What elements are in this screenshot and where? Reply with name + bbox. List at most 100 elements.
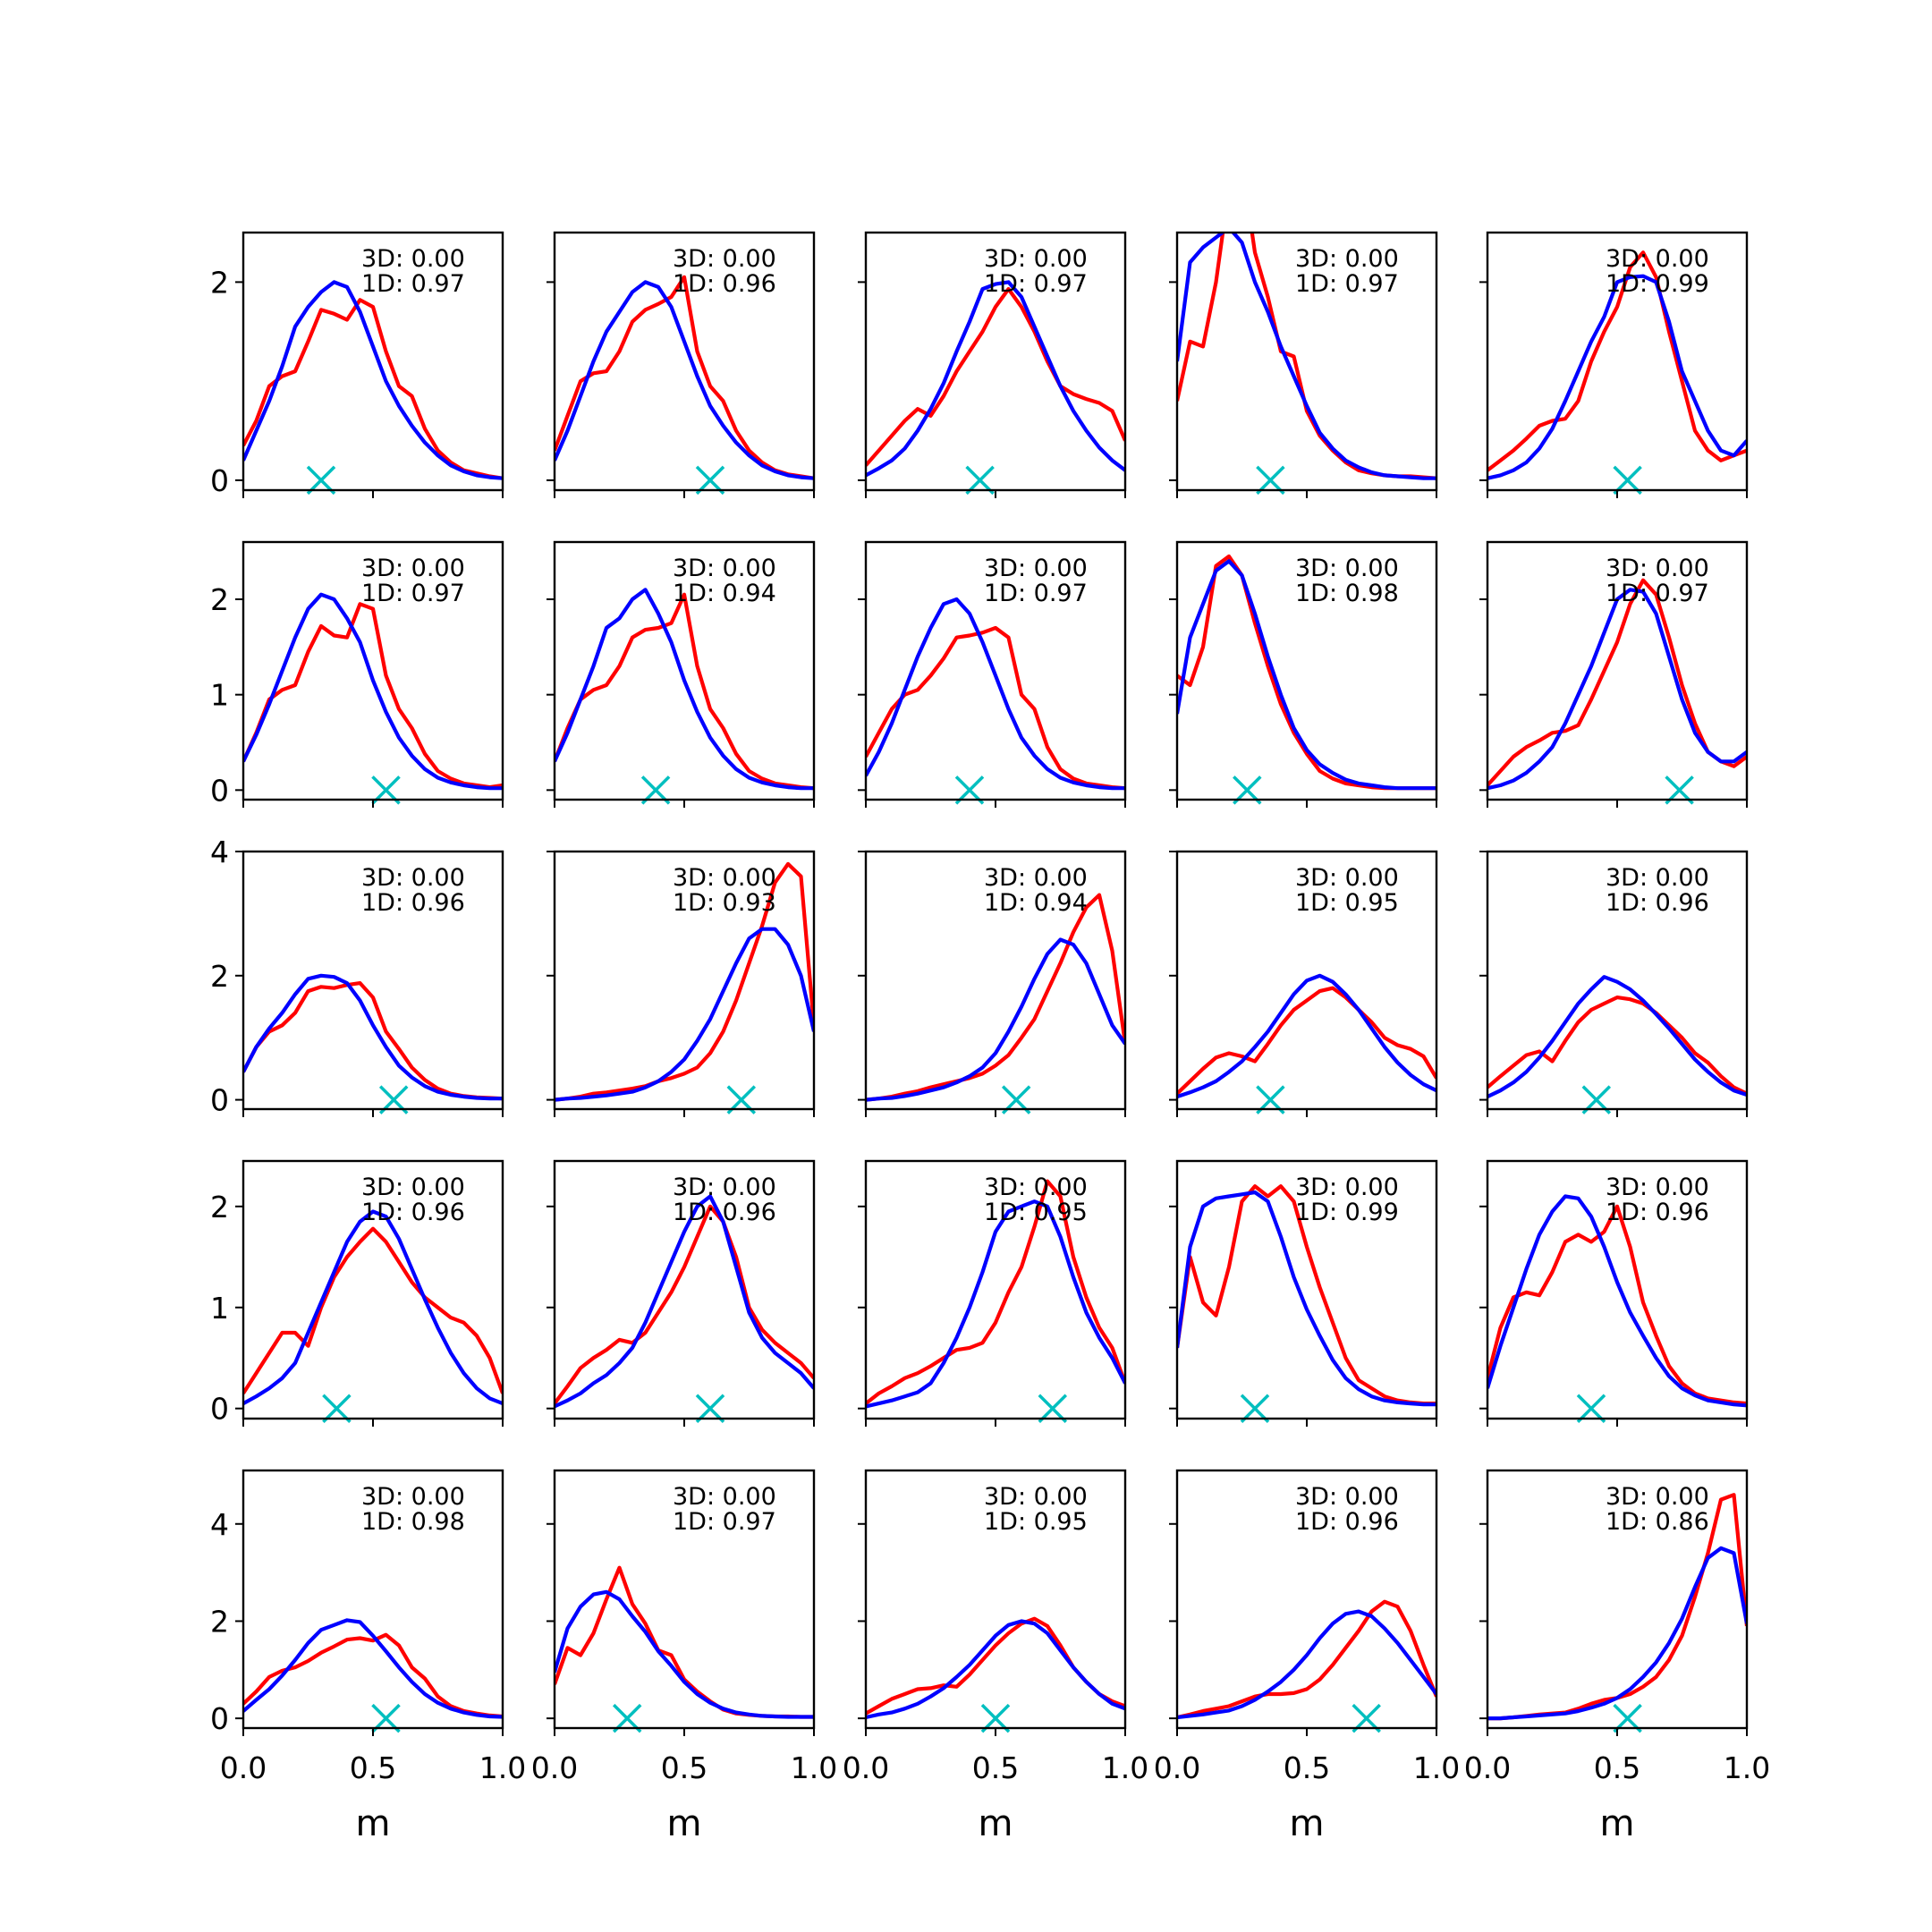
y-tick-label: 0	[210, 773, 229, 808]
y-tick-label: 4	[210, 1507, 229, 1542]
annotation-1d: 1D: 0.96	[1295, 1508, 1399, 1536]
annotation-1d: 1D: 0.95	[984, 1508, 1088, 1536]
x-axis-label: m	[1600, 1803, 1635, 1844]
blue-curve	[1177, 559, 1436, 791]
annotation-1d: 1D: 0.98	[1295, 580, 1399, 607]
annotation-3d: 3D: 0.00	[984, 555, 1088, 582]
annotation-1d: 1D: 0.96	[361, 1199, 465, 1226]
red-curve	[243, 298, 503, 480]
blue-curve	[866, 280, 1125, 478]
annotation-3d: 3D: 0.00	[361, 245, 465, 273]
red-curve	[866, 625, 1125, 791]
annotation-1d: 1D: 0.96	[1606, 1199, 1709, 1226]
y-tick-label: 2	[210, 959, 229, 994]
red-curve	[866, 1179, 1125, 1405]
y-tick-label: 2	[210, 582, 229, 617]
annotation-1d: 1D: 0.96	[361, 889, 465, 917]
annotation-1d: 1D: 0.99	[1295, 1199, 1399, 1226]
blue-curve	[1487, 1194, 1747, 1408]
blue-curve	[1177, 1609, 1436, 1720]
y-tick-label: 0	[210, 463, 229, 498]
x-tick-label: 0.5	[972, 1750, 1019, 1785]
x-tick-label: 0.0	[220, 1750, 267, 1785]
blue-curve	[1177, 973, 1436, 1099]
annotation-1d: 1D: 0.97	[1606, 580, 1709, 607]
x-tick-label: 1.0	[791, 1750, 837, 1785]
annotation-3d: 3D: 0.00	[1295, 555, 1399, 582]
x-tick-label: 0.0	[1464, 1750, 1511, 1785]
blue-curve	[243, 973, 503, 1101]
annotation-3d: 3D: 0.00	[1295, 864, 1399, 892]
red-curve	[1177, 986, 1436, 1096]
x-marker	[1576, 1394, 1606, 1423]
x-tick-label: 1.0	[479, 1750, 526, 1785]
blue-curve	[866, 1619, 1125, 1720]
red-curve	[1487, 578, 1747, 787]
x-axis-label: m	[1290, 1803, 1325, 1844]
red-curve	[866, 893, 1125, 1102]
red-curve	[555, 1204, 814, 1405]
annotation-3d: 3D: 0.00	[1606, 1483, 1709, 1511]
annotation-3d: 3D: 0.00	[673, 864, 776, 892]
x-axis-label: m	[667, 1803, 702, 1844]
annotation-3d: 3D: 0.00	[673, 1483, 776, 1511]
annotation-1d: 1D: 0.97	[984, 580, 1088, 607]
blue-curve	[1487, 588, 1747, 791]
x-tick-label: 0.0	[531, 1750, 578, 1785]
red-curve	[555, 592, 814, 791]
x-marker	[695, 1394, 725, 1423]
red-curve	[243, 981, 503, 1101]
annotation-1d: 1D: 0.97	[1295, 270, 1399, 298]
annotation-1d: 1D: 0.95	[984, 1199, 1088, 1226]
annotation-1d: 1D: 0.97	[984, 270, 1088, 298]
annotation-3d: 3D: 0.00	[1295, 1483, 1399, 1511]
annotation-3d: 3D: 0.00	[1606, 1174, 1709, 1201]
x-tick-label: 0.0	[1154, 1750, 1200, 1785]
annotation-1d: 1D: 0.96	[673, 270, 776, 298]
annotation-3d: 3D: 0.00	[361, 555, 465, 582]
x-marker	[322, 1394, 352, 1423]
red-curve	[1177, 233, 1436, 480]
annotation-3d: 3D: 0.00	[361, 1483, 465, 1511]
x-tick-label: 0.5	[350, 1750, 396, 1785]
y-tick-label: 0	[210, 1701, 229, 1736]
annotation-3d: 3D: 0.00	[1606, 555, 1709, 582]
x-tick-label: 1.0	[1413, 1750, 1460, 1785]
blue-curve	[866, 1199, 1125, 1409]
blue-curve	[1487, 274, 1747, 480]
red-curve	[243, 1226, 503, 1394]
annotation-3d: 3D: 0.00	[1606, 864, 1709, 892]
blue-curve	[243, 280, 503, 480]
blue-curve	[555, 927, 814, 1102]
blue-curve	[243, 592, 503, 791]
annotation-1d: 1D: 0.95	[1295, 889, 1399, 917]
x-axis-label: m	[979, 1803, 1013, 1844]
red-curve	[1487, 250, 1747, 472]
annotation-1d: 1D: 0.97	[361, 270, 465, 298]
red-curve	[555, 1565, 814, 1719]
red-curve	[1487, 996, 1747, 1096]
annotation-1d: 1D: 0.98	[361, 1508, 465, 1536]
y-tick-label: 2	[210, 1190, 229, 1224]
x-tick-label: 0.0	[843, 1750, 889, 1785]
annotation-1d: 1D: 0.97	[361, 580, 465, 607]
annotation-3d: 3D: 0.00	[984, 1174, 1088, 1201]
red-curve	[555, 861, 814, 1102]
